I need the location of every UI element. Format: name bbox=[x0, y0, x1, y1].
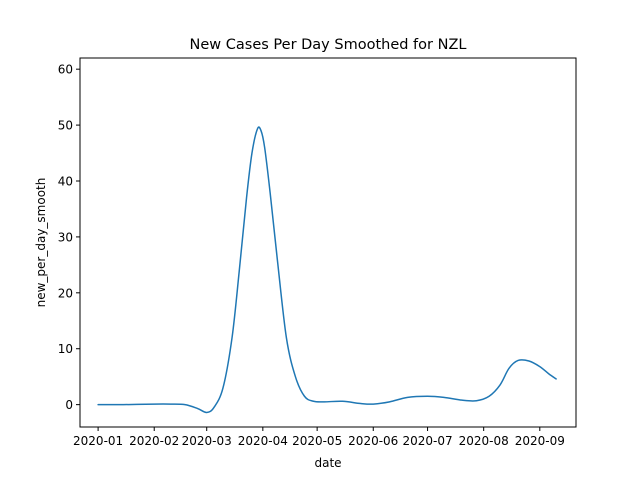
x-tick-label: 2020-06 bbox=[348, 434, 398, 448]
y-tick-label: 50 bbox=[58, 119, 73, 133]
x-tick-label: 2020-01 bbox=[73, 434, 123, 448]
y-axis: 0 10 20 30 40 50 60 bbox=[58, 63, 80, 412]
x-tick-label: 2020-03 bbox=[182, 434, 232, 448]
x-tick-label: 2020-04 bbox=[238, 434, 288, 448]
chart-title: New Cases Per Day Smoothed for NZL bbox=[190, 37, 467, 53]
plot-area bbox=[97, 126, 557, 414]
y-tick-label: 20 bbox=[58, 286, 73, 300]
y-tick-label: 0 bbox=[65, 398, 73, 412]
plot-frame bbox=[79, 57, 577, 428]
series-line bbox=[97, 126, 557, 414]
x-axis-label: date bbox=[314, 456, 341, 470]
x-tick-label: 2020-08 bbox=[459, 434, 509, 448]
y-tick-label: 30 bbox=[58, 230, 73, 244]
x-tick-label: 2020-07 bbox=[402, 434, 452, 448]
y-tick-label: 10 bbox=[58, 342, 73, 356]
y-axis-label: new_per_day_smooth bbox=[34, 178, 48, 308]
x-axis: 2020-01 2020-02 2020-03 2020-04 2020-05 2020-… bbox=[73, 427, 565, 448]
y-tick-label: 60 bbox=[58, 63, 73, 77]
y-tick-label: 40 bbox=[58, 175, 73, 189]
x-tick-label: 2020-09 bbox=[515, 434, 565, 448]
x-tick-label: 2020-02 bbox=[129, 434, 179, 448]
x-tick-label: 2020-05 bbox=[292, 434, 342, 448]
